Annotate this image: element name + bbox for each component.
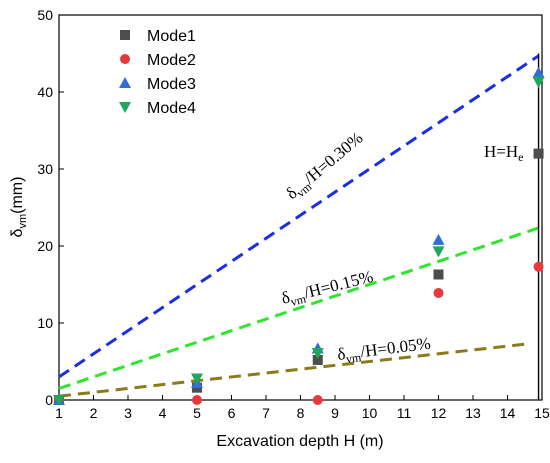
legend-label-mode3: Mode3 <box>147 76 196 93</box>
data-point-mode4 <box>532 76 545 88</box>
plot-frame <box>58 14 543 401</box>
y-tick-label: 0 <box>45 392 53 408</box>
x-tick-label: 15 <box>534 405 550 421</box>
x-tick-label: 12 <box>431 405 447 421</box>
data-point-mode2 <box>312 395 323 405</box>
ref-label-0.15-subscript: vm <box>289 291 308 308</box>
x-tick-label: 8 <box>297 405 305 421</box>
legend-marker-mode2 <box>120 54 130 64</box>
data-point-mode1 <box>533 148 544 159</box>
data-point-mode1 <box>312 354 323 365</box>
reference-line-2 <box>58 342 525 398</box>
x-tick-label: 13 <box>465 405 481 421</box>
data-point-mode4 <box>53 395 65 406</box>
ref-label-0.15-ratio: /H=0.15% <box>302 267 375 302</box>
data-point-mode2 <box>533 261 544 272</box>
x-tick-label: 5 <box>193 405 201 421</box>
annotation-he-main: H=H <box>484 142 518 161</box>
data-point-mode3 <box>532 66 545 78</box>
legend-label-mode4: Mode4 <box>147 100 196 117</box>
data-point-mode4 <box>191 373 203 385</box>
x-tick-label: 3 <box>124 405 132 421</box>
reference-line-1 <box>58 226 540 390</box>
x-tick-label: 6 <box>228 405 236 421</box>
data-markers <box>53 66 545 406</box>
legend-marker-mode4 <box>119 102 131 113</box>
legend-label-mode1: Mode1 <box>147 28 196 45</box>
ref-label-0.05-symbol: δ <box>336 344 346 364</box>
x-tick-label: 9 <box>331 405 339 421</box>
legend-label-mode2: Mode2 <box>147 52 196 69</box>
ref-label-0.15: δvm/H=0.15% <box>279 267 375 311</box>
y-tick-label: 10 <box>37 315 53 331</box>
x-tick-label: 7 <box>262 405 270 421</box>
data-point-mode1 <box>433 269 444 280</box>
ref-label-0.30: δvm/H=0.30% <box>282 128 368 205</box>
reference-line-0 <box>58 54 540 379</box>
legend-marker-mode3 <box>119 77 131 88</box>
y-tick-label: 20 <box>37 238 53 254</box>
annotation-he: H=He <box>484 142 523 164</box>
data-point-mode2 <box>192 395 202 405</box>
x-tick-label: 10 <box>362 405 378 421</box>
y-tick-label: 40 <box>37 84 53 100</box>
svg-text:H=He: H=He <box>484 142 523 164</box>
ref-label-0.05-subscript: vm <box>345 350 363 366</box>
y-axis-title-units: (mm) <box>9 177 26 214</box>
reference-lines <box>58 54 540 398</box>
x-tick-label: 14 <box>500 405 516 421</box>
y-tick-label: 50 <box>37 7 53 23</box>
y-tick-label: 30 <box>37 161 53 177</box>
data-point-mode2 <box>433 287 444 298</box>
x-axis-title: Excavation depth H (m) <box>216 433 383 450</box>
x-tick-label: 11 <box>397 405 412 421</box>
legend: Mode1 Mode2 Mode3 Mode4 <box>119 28 196 117</box>
annotation-he-subscript: e <box>518 150 523 164</box>
ref-label-0.05: δvm/H=0.05% <box>336 334 432 367</box>
y-axis-title: δvm(mm) <box>9 177 29 238</box>
y-axis-title-symbol: δ <box>9 228 26 237</box>
legend-marker-mode1 <box>120 30 130 40</box>
data-point-mode3 <box>432 233 445 245</box>
y-axis-title-subscript: vm <box>17 214 29 229</box>
data-point-mode4 <box>432 246 445 258</box>
ref-label-0.30-ratio: /H=0.30% <box>300 128 366 188</box>
x-tick-label: 2 <box>90 405 98 421</box>
data-point-mode4 <box>311 348 324 360</box>
x-tick-label: 4 <box>159 405 167 421</box>
x-tick-label: 1 <box>55 405 63 421</box>
